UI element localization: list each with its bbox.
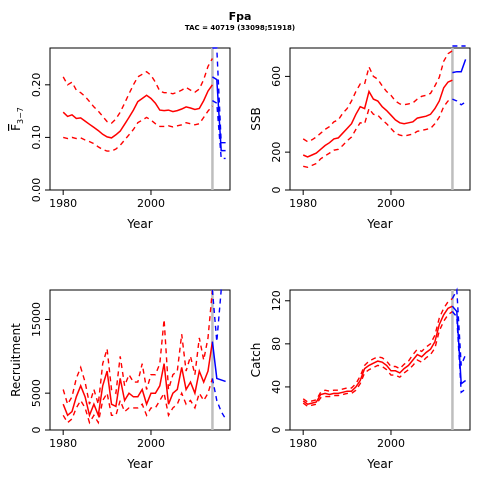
ssb-estimate-line	[302, 79, 453, 158]
ssb-y-axis-label: SSB	[249, 107, 263, 130]
catch-y-axis-label: Catch	[249, 343, 263, 378]
catch-y-tick-label: 0	[270, 427, 283, 434]
recruitment-upper-ci-line	[62, 289, 214, 406]
recruitment-y-tick-label: 5000	[30, 379, 43, 407]
fbar-x-tick-label: 2000	[137, 197, 165, 210]
fbar-y-tick-label: 0.00	[30, 178, 43, 203]
recruitment-y-tick-label: 0	[30, 427, 43, 434]
ssb-lower-ci-line	[303, 99, 453, 169]
recruitment-y-axis-label: Recruitment	[9, 323, 23, 397]
ssb-forecast-estimate-line	[452, 59, 467, 74]
fbar-y-tick-label: 0.20	[30, 73, 43, 98]
fbar-frame	[49, 47, 231, 191]
recruitment-x-tick-label: 1980	[49, 437, 77, 450]
ssb-upper-ci-line	[302, 50, 453, 143]
ssb-frame	[289, 47, 471, 191]
catch-x-tick-label: 1980	[289, 437, 317, 450]
ssb-x-tick-label: 1980	[289, 197, 317, 210]
page-subtitle: TAC = 40719 (33098;51918)	[184, 24, 296, 32]
recruitment-x-tick-label: 2000	[137, 437, 165, 450]
ssb-y-tick-label: 200	[270, 142, 283, 163]
recruitment-forecast-lower-line	[211, 378, 227, 420]
catch-x-axis-label: Year	[366, 457, 392, 471]
fbar-x-axis-label: Year	[126, 217, 152, 231]
catch-forecast-lower-line	[451, 311, 467, 394]
catch-forecast-estimate-line	[451, 305, 467, 386]
ssb-panel: 1980 2000 0 200 600 Year SSB	[249, 45, 471, 231]
recruitment-panel: 1980 2000 0 5000 15000 Year Recruitment	[9, 289, 231, 471]
catch-forecast-upper-line	[451, 287, 467, 366]
catch-frame	[289, 289, 471, 431]
fbar-lower-ci-line	[63, 105, 213, 152]
ssb-forecast-lower-line	[452, 98, 466, 106]
ssb-x-axis-label: Year	[366, 217, 392, 231]
ssb-x-tick-label: 2000	[377, 197, 405, 210]
catch-panel: 1980 2000 0 40 80 120 Year Catch	[249, 287, 471, 471]
catch-lower-ci-line	[302, 310, 453, 408]
fbar-y-axis-label: F3−7	[9, 107, 25, 131]
fbar-x-tick-label: 1980	[49, 197, 77, 210]
fbar-upper-ci-line	[62, 58, 214, 125]
catch-estimate-line	[302, 305, 453, 406]
fbar-forecast-lower-line	[212, 99, 226, 160]
catch-upper-ci-line	[302, 298, 453, 403]
recruitment-frame	[49, 289, 231, 431]
recruitment-forecast-estimate-line	[211, 341, 226, 383]
ssb-y-tick-label: 0	[270, 187, 283, 194]
catch-y-tick-label: 80	[270, 337, 283, 351]
fbar-forecast-upper-line	[212, 47, 226, 144]
catch-x-tick-label: 2000	[377, 437, 405, 450]
ssb-y-tick-label: 600	[270, 66, 283, 87]
recruitment-x-axis-label: Year	[126, 457, 152, 471]
recruitment-forecast-upper-line	[211, 289, 226, 342]
catch-y-tick-label: 40	[270, 380, 283, 394]
recruitment-y-tick-label: 15000	[30, 302, 43, 337]
catch-y-tick-label: 120	[270, 290, 283, 311]
recruitment-estimate-line	[62, 341, 214, 419]
fbar-estimate-line	[62, 84, 214, 139]
fbar-panel: 1980 2000 0.00 0.10 0.20 Year F3−7	[9, 47, 231, 231]
fbar-y-tick-label: 0.10	[30, 125, 43, 150]
page-title: Fpa	[228, 10, 252, 23]
recruitment-lower-ci-line	[62, 378, 214, 425]
fbar-forecast-estimate-line	[212, 76, 226, 152]
